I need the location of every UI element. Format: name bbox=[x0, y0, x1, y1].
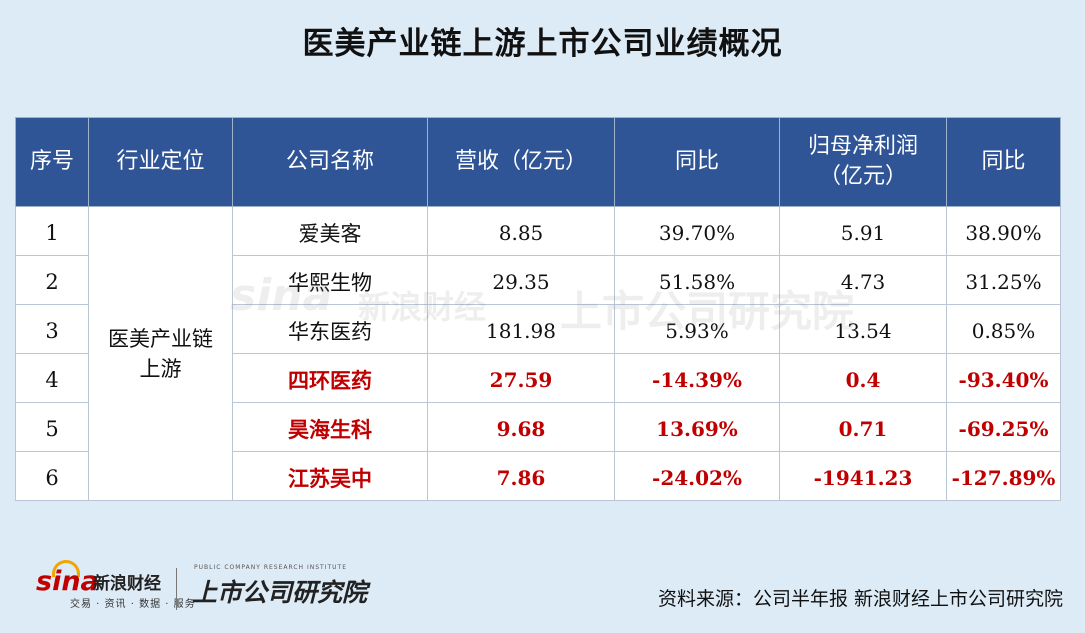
row-index: 5 bbox=[15, 402, 89, 452]
company-name: 江苏吴中 bbox=[232, 451, 428, 501]
table-row: 2 华熙生物 29.35 51.58% 4.73 31.25% bbox=[15, 255, 1061, 305]
row-index: 2 bbox=[15, 255, 89, 305]
institute-logo: 上市公司研究院 bbox=[192, 578, 368, 607]
revenue-value: 8.85 bbox=[427, 206, 615, 256]
net-profit-value: 4.73 bbox=[779, 255, 947, 305]
sina-eye-icon bbox=[52, 560, 80, 577]
row-index: 4 bbox=[15, 353, 89, 403]
profit-yoy-value: -69.25% bbox=[946, 402, 1061, 452]
institute-english-name: PUBLIC COMPANY RESEARCH INSTITUTE bbox=[194, 564, 347, 571]
profit-yoy-value: 31.25% bbox=[946, 255, 1061, 305]
company-name: 四环医药 bbox=[232, 353, 428, 403]
sina-finance-tagline: 交易 · 资讯 · 数据 · 服务 bbox=[70, 599, 196, 610]
revenue-value: 9.68 bbox=[427, 402, 615, 452]
table-row: 6 江苏吴中 7.86 -24.02% -1941.23 -127.89% bbox=[15, 451, 1061, 501]
revenue-yoy-value: 39.70% bbox=[614, 206, 780, 256]
table-row: 5 昊海生科 9.68 13.69% 0.71 -69.25% bbox=[15, 402, 1061, 452]
header-industry: 行业定位 bbox=[88, 117, 233, 207]
header-revenue-yoy: 同比 bbox=[614, 117, 780, 207]
row-index: 1 bbox=[15, 206, 89, 256]
revenue-yoy-value: -24.02% bbox=[614, 451, 780, 501]
footer-logo: sina 新浪财经 交易 · 资讯 · 数据 · 服务 PUBLIC COMPA… bbox=[36, 560, 396, 614]
net-profit-value: 0.4 bbox=[779, 353, 947, 403]
sina-logo: sina bbox=[36, 566, 99, 597]
industry-cell: 医美产业链 上游 bbox=[88, 206, 233, 501]
table-row: 4 四环医药 27.59 -14.39% 0.4 -93.40% bbox=[15, 353, 1061, 403]
company-name: 昊海生科 bbox=[232, 402, 428, 452]
row-index: 6 bbox=[15, 451, 89, 501]
profit-yoy-value: -93.40% bbox=[946, 353, 1061, 403]
revenue-yoy-value: 13.69% bbox=[614, 402, 780, 452]
net-profit-value: 0.71 bbox=[779, 402, 947, 452]
company-name: 华熙生物 bbox=[232, 255, 428, 305]
revenue-yoy-value: -14.39% bbox=[614, 353, 780, 403]
profit-yoy-value: -127.89% bbox=[946, 451, 1061, 501]
company-name: 华东医药 bbox=[232, 304, 428, 354]
profit-yoy-value: 38.90% bbox=[946, 206, 1061, 256]
revenue-yoy-value: 5.93% bbox=[614, 304, 780, 354]
revenue-value: 181.98 bbox=[427, 304, 615, 354]
header-net-profit: 归母净利润 （亿元） bbox=[779, 117, 947, 207]
revenue-yoy-value: 51.58% bbox=[614, 255, 780, 305]
sina-finance-brand: 新浪财经 bbox=[93, 574, 161, 594]
header-profit-yoy: 同比 bbox=[946, 117, 1061, 207]
table-header-row: 序号 行业定位 公司名称 营收（亿元） 同比 归母净利润 （亿元） 同比 bbox=[15, 117, 1061, 207]
net-profit-value: -1941.23 bbox=[779, 451, 947, 501]
header-index: 序号 bbox=[15, 117, 89, 207]
row-index: 3 bbox=[15, 304, 89, 354]
revenue-value: 7.86 bbox=[427, 451, 615, 501]
header-revenue: 营收（亿元） bbox=[427, 117, 615, 207]
table-row: 3 华东医药 181.98 5.93% 13.54 0.85% bbox=[15, 304, 1061, 354]
company-name: 爱美客 bbox=[232, 206, 428, 256]
net-profit-value: 13.54 bbox=[779, 304, 947, 354]
net-profit-value: 5.91 bbox=[779, 206, 947, 256]
source-note: 资料来源：公司半年报 新浪财经上市公司研究院 bbox=[657, 588, 1063, 610]
header-company: 公司名称 bbox=[232, 117, 428, 207]
revenue-value: 27.59 bbox=[427, 353, 615, 403]
performance-table: 序号 行业定位 公司名称 营收（亿元） 同比 归母净利润 （亿元） 同比 1 医… bbox=[15, 117, 1061, 501]
profit-yoy-value: 0.85% bbox=[946, 304, 1061, 354]
page-title: 医美产业链上游上市公司业绩概况 bbox=[302, 26, 783, 62]
revenue-value: 29.35 bbox=[427, 255, 615, 305]
logo-divider bbox=[176, 568, 177, 610]
table-row: 1 医美产业链 上游 爱美客 8.85 39.70% 5.91 38.90% bbox=[15, 206, 1061, 501]
